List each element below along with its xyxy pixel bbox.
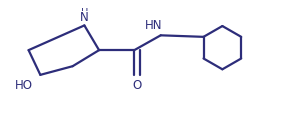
Text: HN: HN xyxy=(145,19,162,32)
Text: H: H xyxy=(81,8,88,18)
Text: HO: HO xyxy=(15,80,33,92)
Text: N: N xyxy=(80,12,89,24)
Text: O: O xyxy=(132,79,142,92)
